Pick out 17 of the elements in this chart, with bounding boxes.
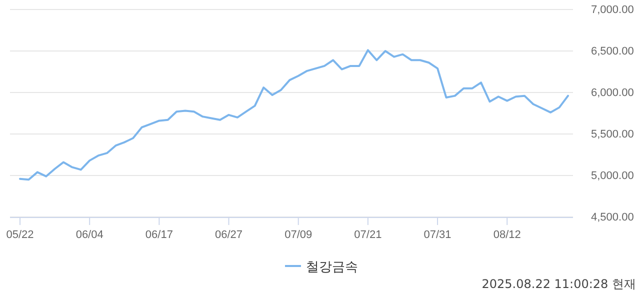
y-tick-label: 7,000.00 [591,4,634,16]
x-tick-label: 07/31 [424,228,452,241]
x-tick-label: 06/17 [145,228,173,241]
line-series [19,49,569,181]
text: 2025.08.22 11:00:28 현재 [482,277,636,291]
y-tick-label: 6,000.00 [591,87,634,100]
x-tick-label: 07/09 [284,228,312,241]
y-tick-label: 4,500.00 [591,212,634,224]
x-tick-label: 08/12 [493,228,521,241]
x-tick-label: 06/04 [76,228,104,241]
y-tick-label: 6,500.00 [591,46,634,58]
legend-label: 철강금속 [306,260,358,275]
x-tick-label: 06/27 [214,228,243,241]
x-tick-label: 05/22 [6,228,34,241]
x-tick-label: 07/21 [354,228,382,241]
y-tick-label: 5,000.00 [591,170,634,182]
y-tick-label: 5,500.00 [591,128,634,141]
